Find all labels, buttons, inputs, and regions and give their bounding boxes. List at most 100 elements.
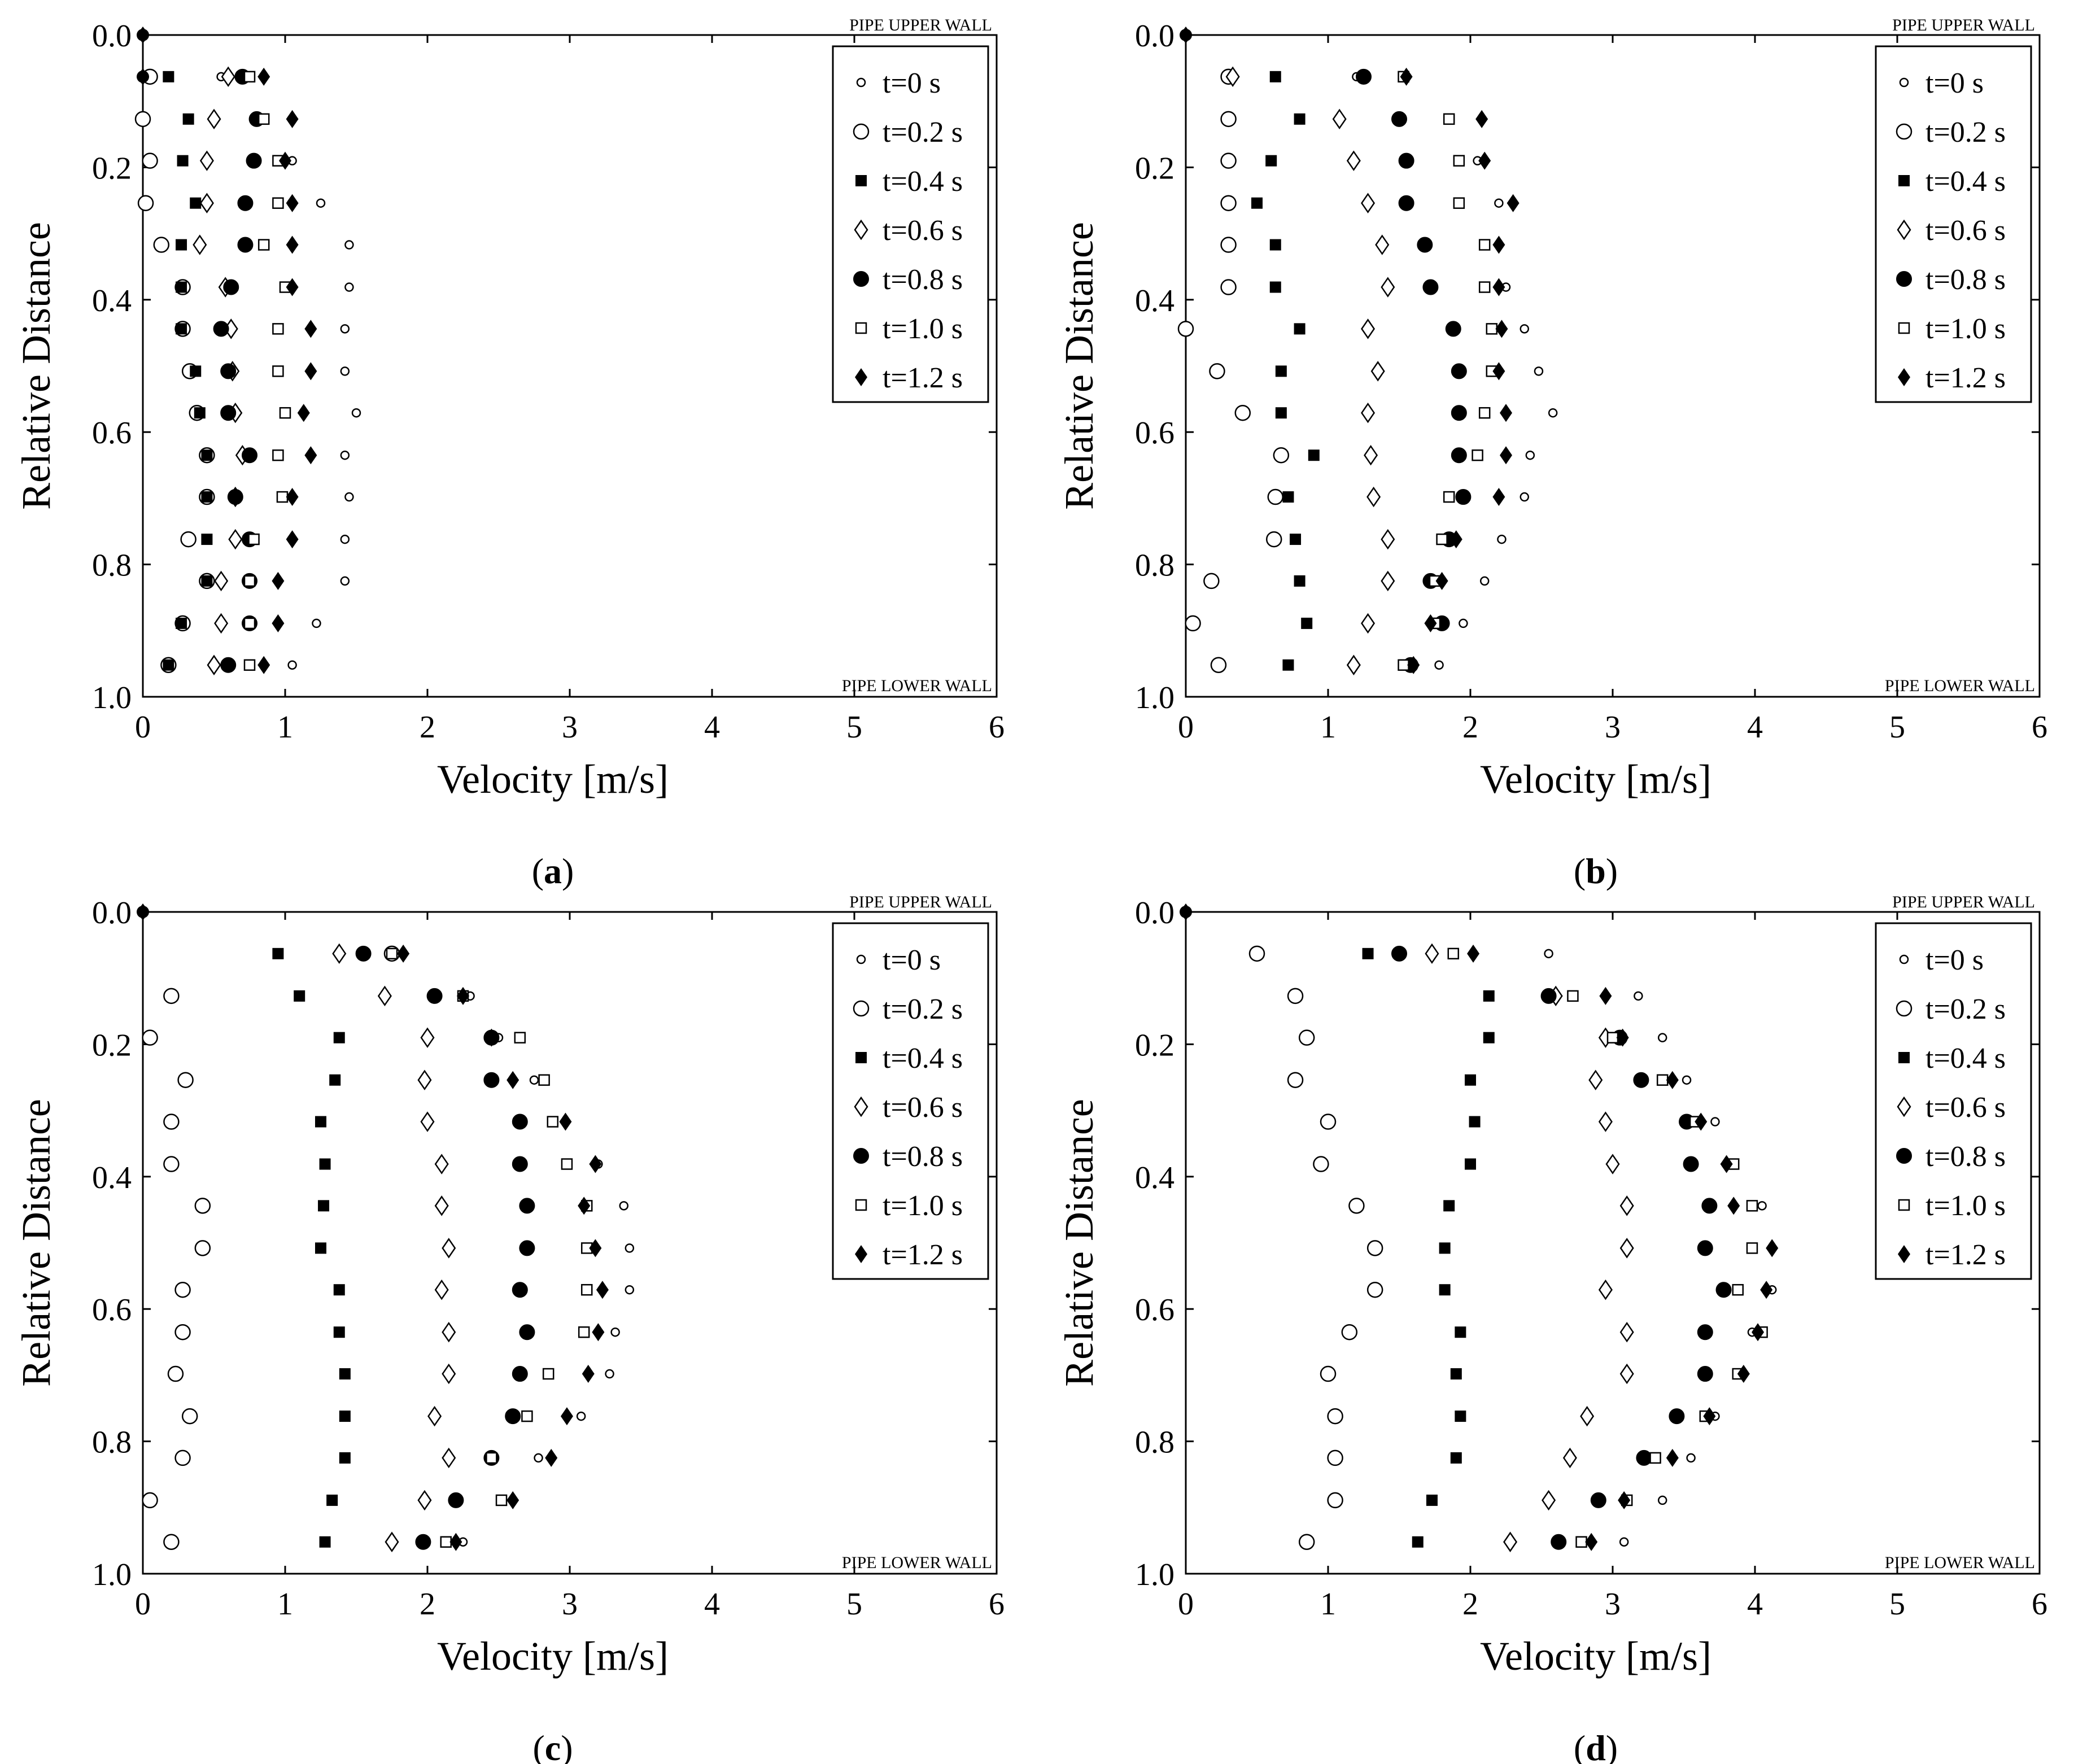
legend: t=0 s t=0.2 s t=0.4 s t=0.6 s t=0.8 s t=1.0 s… [832, 922, 989, 1280]
legend-marker [1898, 322, 1910, 334]
data-point [297, 404, 310, 422]
data-point [213, 321, 229, 337]
data-point [1455, 489, 1472, 505]
data-point [316, 198, 326, 208]
y-tick-label: 0.6 [92, 416, 132, 451]
data-point [1455, 1411, 1466, 1422]
legend-label: t=0.8 s [883, 1141, 963, 1173]
legend-label: t=1.2 s [1925, 1239, 2006, 1271]
data-point [559, 1112, 572, 1131]
data-point [190, 197, 202, 209]
data-point [547, 1116, 559, 1128]
data-point [272, 365, 284, 377]
data-point [246, 152, 262, 169]
data-point [1298, 1029, 1315, 1046]
legend-label: t=0.2 s [883, 116, 963, 149]
data-point [1366, 486, 1381, 508]
data-point [294, 990, 305, 1002]
data-point [1507, 194, 1520, 212]
legend-label: t=0.4 s [1925, 1042, 2006, 1075]
data-point [137, 195, 154, 211]
legend-item: t=1.2 s [855, 1239, 963, 1271]
data-point [1492, 278, 1505, 296]
data-point [272, 948, 284, 959]
y-tick-label: 0.0 [92, 19, 132, 54]
legend-item: t=0.4 s [855, 165, 963, 198]
data-point [214, 613, 229, 634]
legend-label: t=0.2 s [883, 993, 963, 1025]
legend-marker [1898, 1199, 1910, 1211]
data-point [1483, 1032, 1495, 1043]
data-point [1450, 1452, 1462, 1464]
data-point [1220, 279, 1237, 295]
data-point [1760, 1281, 1773, 1299]
data-point [538, 1074, 550, 1086]
legend-label: t=0.4 s [1925, 165, 2006, 198]
data-point [1265, 155, 1277, 167]
data-point [386, 948, 398, 960]
x-tick-label: 2 [1462, 1587, 1478, 1622]
data-point [1400, 67, 1413, 86]
data-point [257, 239, 270, 251]
data-point [221, 66, 235, 88]
data-point [1494, 198, 1504, 208]
data-point [351, 408, 361, 418]
data-point [1398, 659, 1409, 671]
x-tick-label: 3 [562, 1587, 578, 1622]
data-point [1234, 404, 1251, 421]
x-tick-label: 6 [989, 710, 1005, 745]
data-point [442, 1363, 456, 1385]
chart-panel-a: 0 1 2 3 4 5 6 0.0 0.2 0.4 0.6 0.8 1.0 Velocity [m/s] R… [14, 16, 1005, 891]
data-point [272, 323, 284, 335]
legend-item: t=1.2 s [855, 362, 963, 394]
data-point [228, 529, 243, 550]
legend-box [832, 45, 989, 403]
data-point [194, 407, 206, 419]
series-t-1-2-s [397, 944, 609, 1551]
data-point [1375, 234, 1390, 255]
data-point [578, 1326, 590, 1338]
data-point [580, 1283, 593, 1296]
data-point [1500, 404, 1512, 422]
data-point [610, 1327, 620, 1337]
legend-item: t=1.0 s [1898, 313, 2006, 345]
legend-item: t=0.6 s [1897, 215, 2006, 247]
legend-label: t=1.2 s [883, 362, 963, 394]
data-point [1656, 1074, 1669, 1086]
data-point [1269, 239, 1281, 251]
data-point [1451, 447, 1467, 464]
legend-item: t=0 s [1899, 67, 1984, 99]
data-point [1269, 281, 1281, 293]
y-tick-label: 0.4 [1135, 1160, 1174, 1195]
data-point [1381, 570, 1395, 592]
data-point [1407, 656, 1420, 674]
data-point [1455, 1326, 1466, 1338]
data-point [1492, 488, 1505, 507]
y-tick-label: 1.0 [1135, 1557, 1174, 1592]
data-point [1366, 1281, 1383, 1298]
data-point [1439, 1242, 1451, 1254]
data-point [1370, 361, 1385, 382]
data-point [318, 1200, 330, 1212]
data-point [1381, 529, 1395, 550]
data-point [1435, 571, 1448, 590]
data-point [1361, 403, 1376, 423]
x-tick-label: 3 [1605, 1587, 1621, 1622]
legend-item: t=0.8 s [1896, 1141, 2006, 1173]
data-point [1313, 1156, 1329, 1172]
data-point [355, 945, 372, 962]
data-point [426, 988, 443, 1004]
series-t-0-4-s [1362, 948, 1495, 1548]
data-point [448, 1492, 464, 1508]
data-point [1436, 533, 1448, 545]
legend-marker [1898, 1245, 1910, 1263]
data-point [214, 570, 229, 592]
y-tick-label: 0.6 [1135, 416, 1174, 451]
x-tick-label: 2 [1462, 710, 1478, 745]
data-point [1605, 1154, 1620, 1174]
wall-data-point [1180, 29, 1192, 41]
data-point [505, 1408, 521, 1425]
legend-label: t=0.4 s [883, 1042, 963, 1075]
data-point [1619, 1537, 1629, 1547]
